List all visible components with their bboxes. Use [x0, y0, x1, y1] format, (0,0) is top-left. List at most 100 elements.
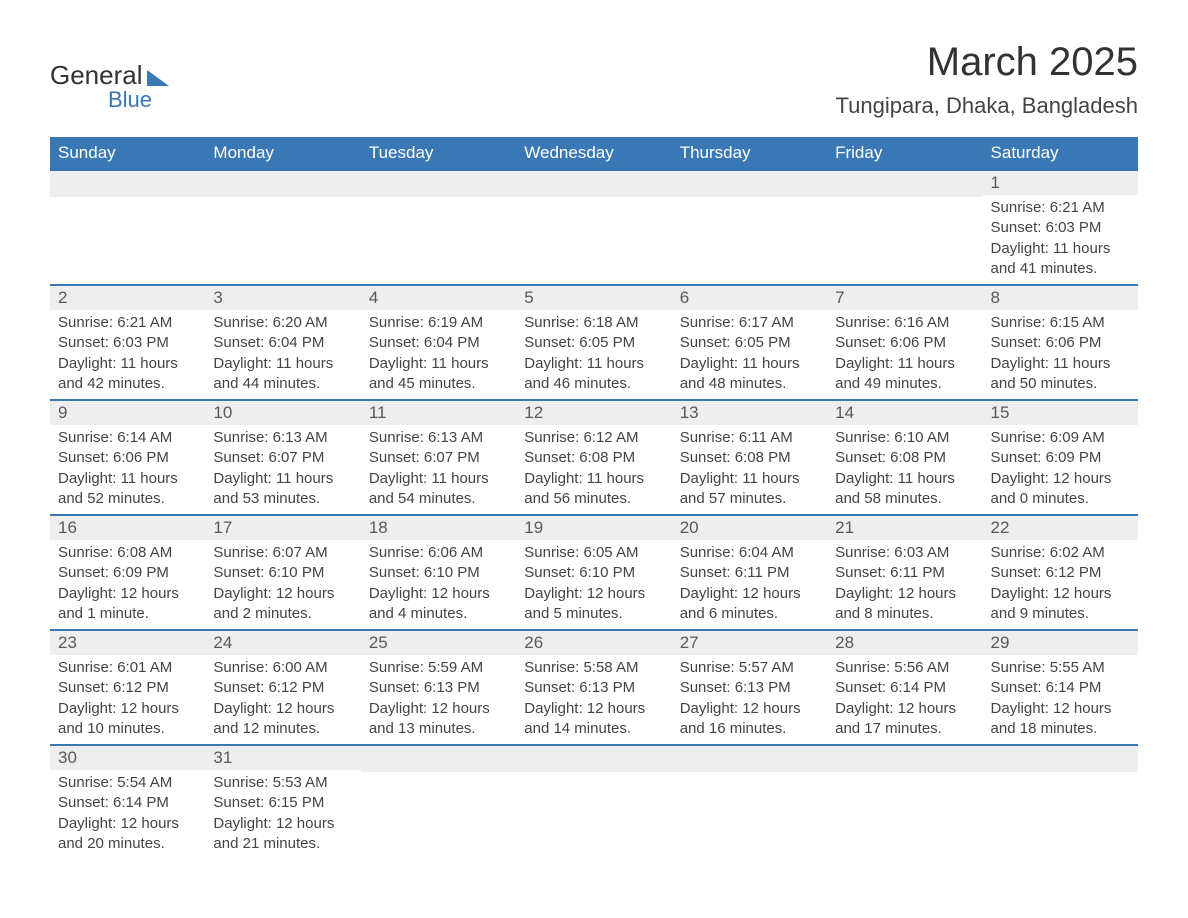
day-number-empty [361, 171, 516, 197]
daylight-text: Daylight: 11 hours and 48 minutes. [680, 354, 819, 395]
day-number-empty [516, 171, 671, 197]
sunset-text: Sunset: 6:09 PM [991, 448, 1130, 468]
calendar-cell: 25Sunrise: 5:59 AMSunset: 6:13 PMDayligh… [361, 630, 516, 745]
day-number: 11 [361, 401, 516, 425]
calendar-cell: 12Sunrise: 6:12 AMSunset: 6:08 PMDayligh… [516, 400, 671, 515]
day-info: Sunrise: 5:54 AMSunset: 6:14 PMDaylight:… [50, 770, 205, 859]
sunrise-text: Sunrise: 6:18 AM [524, 313, 663, 333]
daylight-text: Daylight: 12 hours and 16 minutes. [680, 699, 819, 740]
header: General Blue March 2025 Tungipara, Dhaka… [50, 40, 1138, 119]
sunset-text: Sunset: 6:07 PM [213, 448, 352, 468]
day-info: Sunrise: 5:58 AMSunset: 6:13 PMDaylight:… [516, 655, 671, 744]
day-number: 8 [983, 286, 1138, 310]
daylight-text: Daylight: 12 hours and 2 minutes. [213, 584, 352, 625]
day-number: 29 [983, 631, 1138, 655]
day-number-empty [672, 171, 827, 197]
logo: General Blue [50, 60, 169, 113]
day-number-empty [361, 746, 516, 772]
calendar-cell: 21Sunrise: 6:03 AMSunset: 6:11 PMDayligh… [827, 515, 982, 630]
logo-triangle-icon [147, 70, 169, 86]
sunset-text: Sunset: 6:15 PM [213, 793, 352, 813]
daylight-text: Daylight: 12 hours and 20 minutes. [58, 814, 197, 855]
day-info: Sunrise: 6:09 AMSunset: 6:09 PMDaylight:… [983, 425, 1138, 514]
sunrise-text: Sunrise: 6:21 AM [58, 313, 197, 333]
sunrise-text: Sunrise: 6:19 AM [369, 313, 508, 333]
day-info: Sunrise: 6:20 AMSunset: 6:04 PMDaylight:… [205, 310, 360, 399]
sunrise-text: Sunrise: 6:08 AM [58, 543, 197, 563]
daylight-text: Daylight: 12 hours and 17 minutes. [835, 699, 974, 740]
sunset-text: Sunset: 6:13 PM [680, 678, 819, 698]
sunrise-text: Sunrise: 6:07 AM [213, 543, 352, 563]
sunrise-text: Sunrise: 6:01 AM [58, 658, 197, 678]
sunset-text: Sunset: 6:08 PM [680, 448, 819, 468]
logo-text-blue: Blue [108, 87, 152, 113]
day-info: Sunrise: 6:18 AMSunset: 6:05 PMDaylight:… [516, 310, 671, 399]
sunrise-text: Sunrise: 5:59 AM [369, 658, 508, 678]
page-title: March 2025 [836, 40, 1139, 85]
calendar-cell [516, 745, 671, 859]
calendar-row: 30Sunrise: 5:54 AMSunset: 6:14 PMDayligh… [50, 745, 1138, 859]
calendar-cell: 15Sunrise: 6:09 AMSunset: 6:09 PMDayligh… [983, 400, 1138, 515]
day-info: Sunrise: 6:19 AMSunset: 6:04 PMDaylight:… [361, 310, 516, 399]
calendar-cell: 14Sunrise: 6:10 AMSunset: 6:08 PMDayligh… [827, 400, 982, 515]
calendar-cell: 5Sunrise: 6:18 AMSunset: 6:05 PMDaylight… [516, 285, 671, 400]
day-info: Sunrise: 6:17 AMSunset: 6:05 PMDaylight:… [672, 310, 827, 399]
calendar-cell: 6Sunrise: 6:17 AMSunset: 6:05 PMDaylight… [672, 285, 827, 400]
day-number: 12 [516, 401, 671, 425]
sunrise-text: Sunrise: 6:16 AM [835, 313, 974, 333]
daylight-text: Daylight: 11 hours and 44 minutes. [213, 354, 352, 395]
daylight-text: Daylight: 12 hours and 13 minutes. [369, 699, 508, 740]
sunset-text: Sunset: 6:05 PM [524, 333, 663, 353]
day-info: Sunrise: 6:01 AMSunset: 6:12 PMDaylight:… [50, 655, 205, 744]
calendar-cell: 9Sunrise: 6:14 AMSunset: 6:06 PMDaylight… [50, 400, 205, 515]
calendar-cell: 22Sunrise: 6:02 AMSunset: 6:12 PMDayligh… [983, 515, 1138, 630]
sunrise-text: Sunrise: 6:13 AM [213, 428, 352, 448]
sunrise-text: Sunrise: 5:58 AM [524, 658, 663, 678]
daylight-text: Daylight: 12 hours and 14 minutes. [524, 699, 663, 740]
calendar-cell: 20Sunrise: 6:04 AMSunset: 6:11 PMDayligh… [672, 515, 827, 630]
day-number: 10 [205, 401, 360, 425]
day-number-empty [205, 171, 360, 197]
calendar-cell: 8Sunrise: 6:15 AMSunset: 6:06 PMDaylight… [983, 285, 1138, 400]
sunrise-text: Sunrise: 6:10 AM [835, 428, 974, 448]
day-info: Sunrise: 6:11 AMSunset: 6:08 PMDaylight:… [672, 425, 827, 514]
calendar-body: 1Sunrise: 6:21 AMSunset: 6:03 PMDaylight… [50, 170, 1138, 859]
sunset-text: Sunset: 6:14 PM [835, 678, 974, 698]
day-number: 31 [205, 746, 360, 770]
day-number: 7 [827, 286, 982, 310]
day-info: Sunrise: 6:06 AMSunset: 6:10 PMDaylight:… [361, 540, 516, 629]
daylight-text: Daylight: 11 hours and 42 minutes. [58, 354, 197, 395]
calendar-cell [672, 745, 827, 859]
col-thursday: Thursday [672, 137, 827, 170]
day-info: Sunrise: 6:00 AMSunset: 6:12 PMDaylight:… [205, 655, 360, 744]
sunrise-text: Sunrise: 6:02 AM [991, 543, 1130, 563]
calendar-cell: 27Sunrise: 5:57 AMSunset: 6:13 PMDayligh… [672, 630, 827, 745]
sunrise-text: Sunrise: 5:54 AM [58, 773, 197, 793]
sunset-text: Sunset: 6:05 PM [680, 333, 819, 353]
calendar-cell [516, 170, 671, 285]
calendar-cell: 7Sunrise: 6:16 AMSunset: 6:06 PMDaylight… [827, 285, 982, 400]
day-info: Sunrise: 6:07 AMSunset: 6:10 PMDaylight:… [205, 540, 360, 629]
daylight-text: Daylight: 11 hours and 41 minutes. [991, 239, 1130, 280]
day-number: 17 [205, 516, 360, 540]
day-info: Sunrise: 6:13 AMSunset: 6:07 PMDaylight:… [205, 425, 360, 514]
daylight-text: Daylight: 11 hours and 54 minutes. [369, 469, 508, 510]
sunset-text: Sunset: 6:03 PM [991, 218, 1130, 238]
sunset-text: Sunset: 6:12 PM [58, 678, 197, 698]
daylight-text: Daylight: 12 hours and 1 minute. [58, 584, 197, 625]
calendar-cell: 28Sunrise: 5:56 AMSunset: 6:14 PMDayligh… [827, 630, 982, 745]
day-info: Sunrise: 6:14 AMSunset: 6:06 PMDaylight:… [50, 425, 205, 514]
day-info: Sunrise: 5:59 AMSunset: 6:13 PMDaylight:… [361, 655, 516, 744]
sunset-text: Sunset: 6:14 PM [58, 793, 197, 813]
sunset-text: Sunset: 6:03 PM [58, 333, 197, 353]
col-monday: Monday [205, 137, 360, 170]
day-info: Sunrise: 5:57 AMSunset: 6:13 PMDaylight:… [672, 655, 827, 744]
calendar-cell: 24Sunrise: 6:00 AMSunset: 6:12 PMDayligh… [205, 630, 360, 745]
sunrise-text: Sunrise: 5:57 AM [680, 658, 819, 678]
sunrise-text: Sunrise: 6:05 AM [524, 543, 663, 563]
day-info: Sunrise: 6:05 AMSunset: 6:10 PMDaylight:… [516, 540, 671, 629]
calendar-cell: 13Sunrise: 6:11 AMSunset: 6:08 PMDayligh… [672, 400, 827, 515]
calendar-row: 23Sunrise: 6:01 AMSunset: 6:12 PMDayligh… [50, 630, 1138, 745]
day-info: Sunrise: 5:53 AMSunset: 6:15 PMDaylight:… [205, 770, 360, 859]
location-subtitle: Tungipara, Dhaka, Bangladesh [836, 93, 1139, 119]
